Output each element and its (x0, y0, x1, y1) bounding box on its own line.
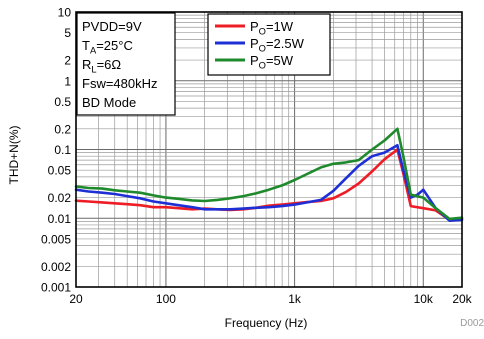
y-tick-label: 0.005 (41, 232, 71, 246)
condition-text: Fsw=480kHz (82, 76, 158, 91)
y-tick-label: 5 (64, 26, 71, 40)
legend-label: PO=5W (250, 53, 294, 71)
y-tick-label: 0.001 (41, 281, 71, 295)
y-tick-labels: 10 5 2 1 0.5 0.2 0.1 0.05 0.02 0.01 0.005 0.002 0.00… (41, 6, 71, 295)
x-tick-label: 20k (452, 292, 472, 306)
x-tick-label: 1k (288, 292, 302, 306)
condition-text: PVDD=9V (82, 19, 142, 34)
x-tick-label: 20 (69, 292, 83, 306)
y-tick-label: 0.1 (54, 143, 71, 157)
figure-id: D002 (460, 318, 484, 329)
y-tick-label: 0.5 (54, 95, 71, 109)
y-tick-label: 0.2 (54, 122, 71, 136)
series-lines (74, 127, 464, 222)
legend-label: PO=2.5W (250, 36, 305, 54)
x-tick-label: 100 (156, 292, 176, 306)
y-tick-label: 10 (58, 6, 72, 20)
y-tick-label: 0.02 (48, 191, 72, 205)
y-tick-label: 2 (64, 54, 71, 68)
x-axis-label: Frequency (Hz) (225, 316, 308, 330)
legend-label: PO=1W (250, 19, 294, 37)
y-tick-label: 0.05 (48, 164, 72, 178)
condition-text: TA=25°C (82, 38, 133, 56)
y-tick-label: 0.01 (48, 212, 72, 226)
y-axis-label: THD+N(%) (7, 125, 21, 184)
y-tick-label: 1 (64, 74, 71, 88)
x-tick-labels: 20 100 1k 10k 20k (69, 292, 472, 306)
y-tick-label: 0.002 (41, 260, 71, 274)
x-tick-label: 10k (414, 292, 434, 306)
series-line-3 (74, 127, 464, 221)
conditions-box-frame (76, 12, 176, 116)
condition-text: RL=6Ω (82, 57, 121, 75)
condition-text: BD Mode (82, 95, 136, 110)
plot-frame (75, 11, 463, 288)
